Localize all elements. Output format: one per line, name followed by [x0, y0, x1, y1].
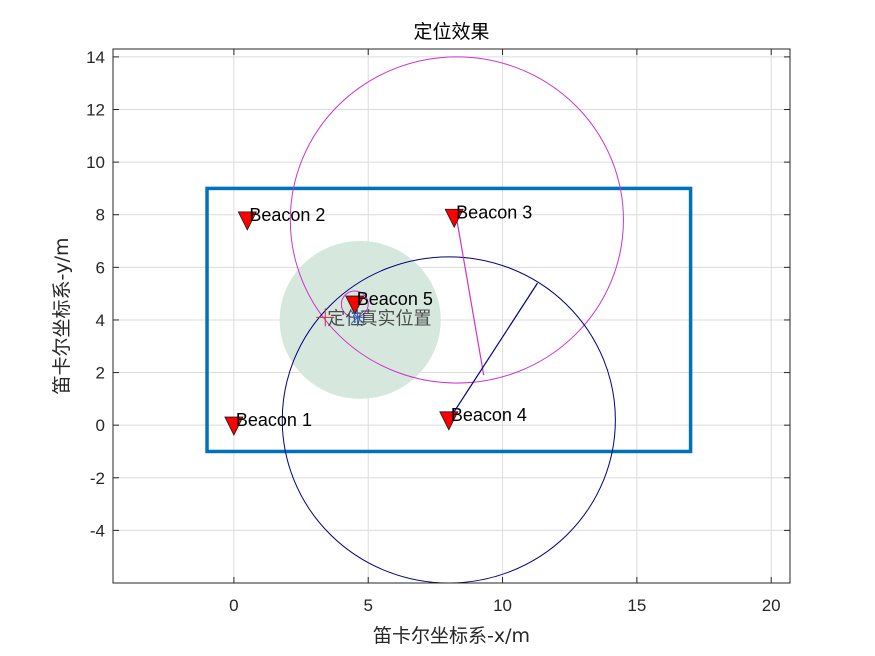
boundary-rectangle — [205, 186, 693, 454]
beacon-label: Beacon 1 — [236, 410, 312, 430]
range-line — [456, 219, 485, 376]
y-tick-label: 6 — [96, 258, 105, 277]
boundary-layer — [205, 186, 693, 454]
x-tick-label: 5 — [363, 596, 372, 615]
point-label: 真实位置 — [359, 308, 431, 329]
x-tick-label: 10 — [493, 596, 512, 615]
x-axis-label: 笛卡尔坐标系-x/m — [373, 625, 530, 647]
y-tick-label: 2 — [96, 364, 105, 383]
tick-layer: 0 5 10 15 20 -4 -2 0 2 4 6 8 10 12 14 — [86, 48, 790, 615]
beacon-label: Beacon 4 — [451, 405, 527, 425]
y-axis-label: 笛卡尔坐标系-y/m — [51, 237, 73, 394]
y-tick-label: 4 — [96, 311, 105, 330]
y-tick-label: 0 — [96, 416, 105, 435]
beacon-label: Beacon 3 — [456, 202, 532, 222]
x-tick-label: 0 — [229, 596, 238, 615]
chart-title: 定位效果 — [413, 21, 489, 43]
true-position-marker — [348, 308, 367, 327]
star-stroke — [350, 310, 365, 324]
beacon-marker — [444, 208, 464, 229]
axes-box — [112, 48, 791, 584]
range-circle — [281, 256, 616, 583]
beacon-marker — [439, 411, 459, 431]
y-tick-label: 10 — [86, 153, 105, 172]
range-line — [448, 282, 538, 421]
beacon-layer: Beacon 1 Beacon 2 Beacon 3 Beacon 4 Beacon 5 — [224, 202, 532, 436]
y-tick-label: 14 — [86, 48, 105, 67]
range-circle — [289, 56, 624, 384]
beacon-marker — [345, 295, 365, 315]
range-line-layer — [448, 219, 538, 421]
estimated-position-marker — [316, 308, 335, 327]
y-tick-label: 8 — [96, 206, 105, 225]
y-tick-label: -2 — [90, 469, 105, 488]
x-tick-label: 15 — [627, 596, 646, 615]
y-tick-label: 12 — [86, 101, 105, 120]
beacon-label: Beacon 2 — [249, 205, 325, 225]
beacon-label: Beacon 5 — [357, 289, 433, 309]
beacon-marker — [224, 416, 244, 436]
x-tick-label: 20 — [762, 596, 781, 615]
beacon-marker — [237, 211, 257, 231]
y-tick-label: -4 — [90, 521, 105, 540]
